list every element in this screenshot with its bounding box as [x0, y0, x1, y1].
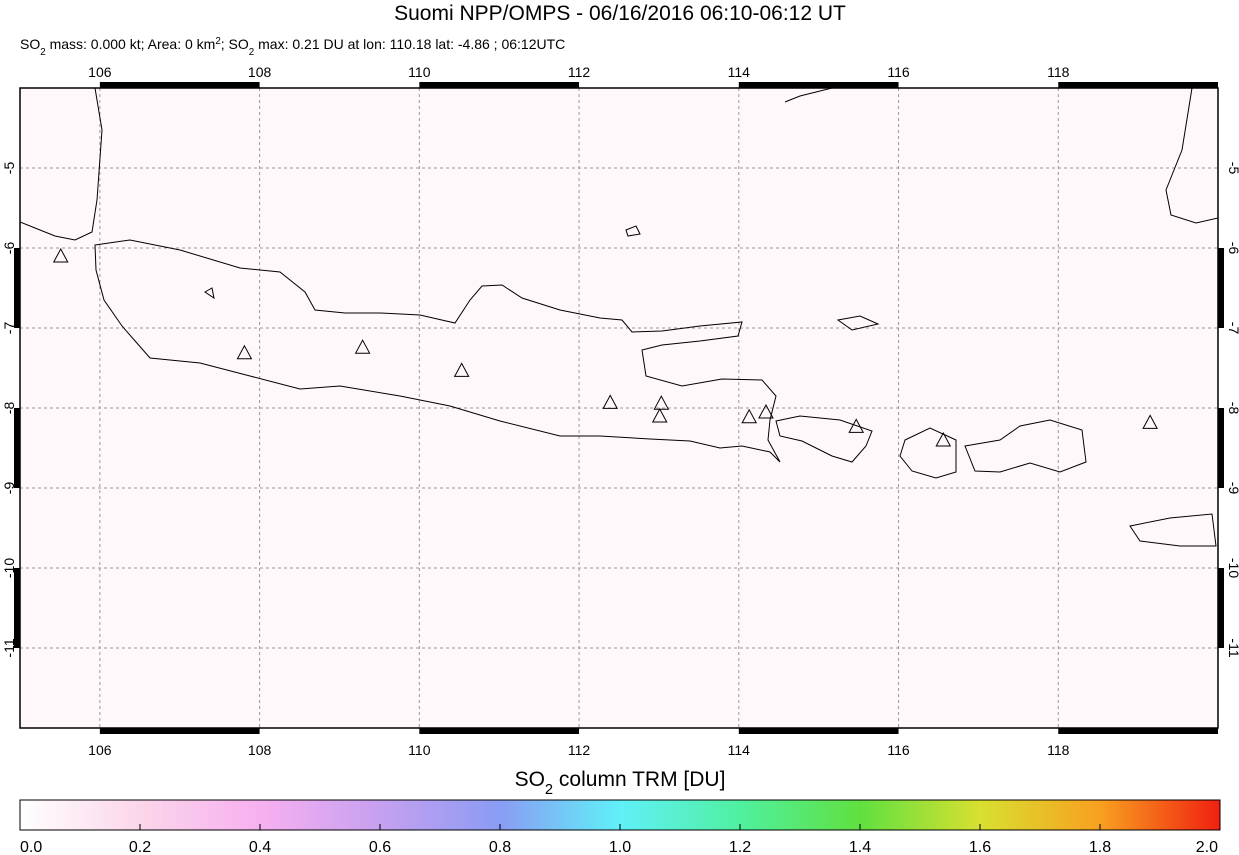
lon-label: 108: [248, 64, 272, 80]
lat-label: -6: [1, 242, 17, 255]
volcanoes: [52, 247, 1158, 447]
coastline-lombok: [899, 427, 957, 479]
coastline-java: [94, 239, 781, 463]
volcano: [741, 408, 758, 424]
frame-bar: [1218, 408, 1224, 488]
frame-bar: [1058, 82, 1218, 88]
colorbar-tick-label: 0.0: [20, 839, 42, 855]
volcano: [354, 339, 371, 354]
subtitle: SO2 mass: 0.000 kt; Area: 0 km2; SO2 max…: [20, 36, 565, 58]
colorbar-tick-label: 1.8: [1089, 839, 1111, 855]
map-background: [20, 88, 1218, 728]
lat-label: -10: [1, 558, 17, 578]
colorbar-tick-label: 0.8: [489, 839, 511, 855]
volcano: [651, 407, 668, 423]
frame-bar: [99, 82, 260, 88]
script-text: 2: [545, 782, 553, 798]
grid: [20, 88, 1218, 728]
colorbar-label: SO2 column TRM [DU]: [515, 768, 726, 798]
lon-label: 118: [1047, 64, 1070, 80]
frame-bar: [738, 728, 899, 734]
coastline-sumba: [1129, 513, 1217, 547]
lon-label: 106: [88, 64, 112, 80]
lon-label: 116: [887, 742, 910, 758]
coastline-islands: [204, 225, 880, 331]
text-part: SO: [20, 36, 40, 52]
colorbar-tick-label: 0.6: [369, 839, 391, 855]
lat-label: -10: [1226, 558, 1239, 578]
text-part: max: 0.21 DU at lon: 110.18 lat: -4.86 ;…: [254, 36, 565, 52]
coastline-borneo: [784, 88, 833, 103]
coastline-sulawesi: [1165, 88, 1218, 224]
volcano: [758, 403, 774, 419]
coastline-sumbawa: [964, 419, 1087, 473]
volcano: [236, 344, 253, 360]
colorbar-ticks: 0.0 0.2 0.4 0.6 0.8 1.0 1.2 1.4 1.6 1.8 2.0: [19, 824, 1221, 855]
axis-labels: 106 106 108 108 110 110 112 112 114 114 116 116 118 1…: [1, 64, 1239, 758]
text-part: SO: [515, 768, 545, 791]
text-part: mass: 0.000 kt; Area: 0 km: [46, 36, 216, 52]
lat-label: -7: [1226, 322, 1239, 335]
frame-bar: [1218, 248, 1224, 328]
frame-bar: [419, 82, 580, 88]
colorbar-tick-label: 1.4: [849, 839, 871, 855]
lon-label: 110: [408, 64, 431, 80]
coastline-bali: [775, 415, 873, 463]
volcano: [935, 431, 952, 447]
text-part: column TRM [DU]: [553, 768, 725, 791]
lat-label: -9: [1, 482, 17, 495]
lat-label: -11: [1226, 638, 1239, 657]
colorbar: [19, 799, 1221, 831]
script-text: 2: [249, 47, 254, 58]
frame-bar: [738, 82, 899, 88]
lat-label: -5: [1, 162, 17, 175]
lat-label: -9: [1226, 482, 1239, 495]
colorbar-tick-label: 1.2: [729, 839, 751, 855]
colorbar-tick-label: 2.0: [1196, 839, 1218, 855]
volcano: [52, 247, 69, 263]
coastlines: [20, 88, 1218, 547]
lon-label: 108: [248, 742, 272, 758]
lon-label: 114: [728, 64, 751, 80]
volcano: [1142, 414, 1158, 429]
frame-bar: [1058, 728, 1218, 734]
lat-label: -7: [1, 322, 17, 335]
script-text: 2: [40, 47, 45, 58]
frame-bar: [1218, 568, 1224, 648]
lat-label: -11: [1, 638, 17, 657]
volcano: [602, 394, 619, 409]
lon-label: 116: [887, 64, 910, 80]
volcano: [848, 418, 865, 433]
lon-label: 112: [568, 64, 591, 80]
colorbar-tick-label: 1.6: [969, 839, 991, 855]
frame-bar: [14, 248, 20, 328]
lon-label: 106: [88, 742, 112, 758]
frame-bar: [14, 408, 20, 488]
lat-label: -8: [1226, 402, 1239, 415]
frame-bar: [14, 568, 20, 648]
colorbar-tick-label: 1.0: [609, 839, 631, 855]
lat-label: -8: [1, 402, 17, 415]
text-part: ; SO: [221, 36, 249, 52]
colorbar-tick-label: 0.2: [129, 839, 151, 855]
frame-ticks: [14, 82, 1224, 734]
lon-label: 118: [1047, 742, 1070, 758]
frame-bar: [99, 728, 260, 734]
script-text: 2: [215, 36, 220, 47]
lat-label: -6: [1226, 242, 1239, 255]
lon-label: 112: [568, 742, 591, 758]
lon-label: 110: [408, 742, 431, 758]
frame-bar: [419, 728, 580, 734]
title: Suomi NPP/OMPS - 06/16/2016 06:10-06:12 …: [394, 2, 846, 25]
coastline-sumatra: [20, 88, 103, 241]
volcano: [653, 395, 670, 410]
lon-label: 114: [728, 742, 751, 758]
volcano: [453, 362, 470, 377]
lat-label: -5: [1226, 162, 1239, 175]
colorbar-tick-label: 0.4: [249, 839, 271, 855]
